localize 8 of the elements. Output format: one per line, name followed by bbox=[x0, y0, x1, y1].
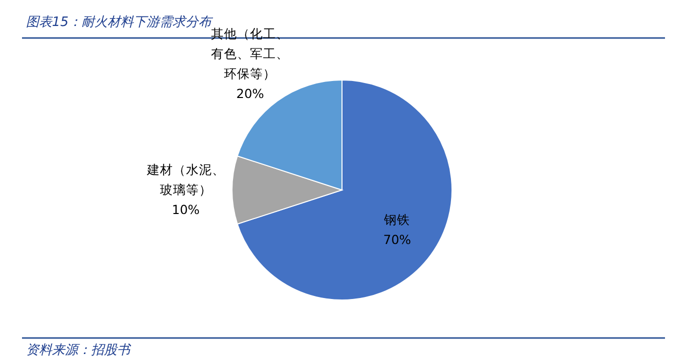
slice-label: 其他（化工、有色、军工、环保等） bbox=[211, 26, 290, 83]
slice-label: 建材（水泥、玻璃等） bbox=[146, 161, 226, 199]
text: 资料来源：招股书 bbox=[26, 342, 130, 359]
chart-title: 图表15：耐火材料下游需求分布 bbox=[26, 14, 212, 30]
data-label: 10% bbox=[170, 201, 201, 219]
slice-label: 钢铁 bbox=[383, 211, 412, 230]
data-label: 70% bbox=[382, 231, 412, 250]
data-label: 20% bbox=[235, 84, 266, 103]
